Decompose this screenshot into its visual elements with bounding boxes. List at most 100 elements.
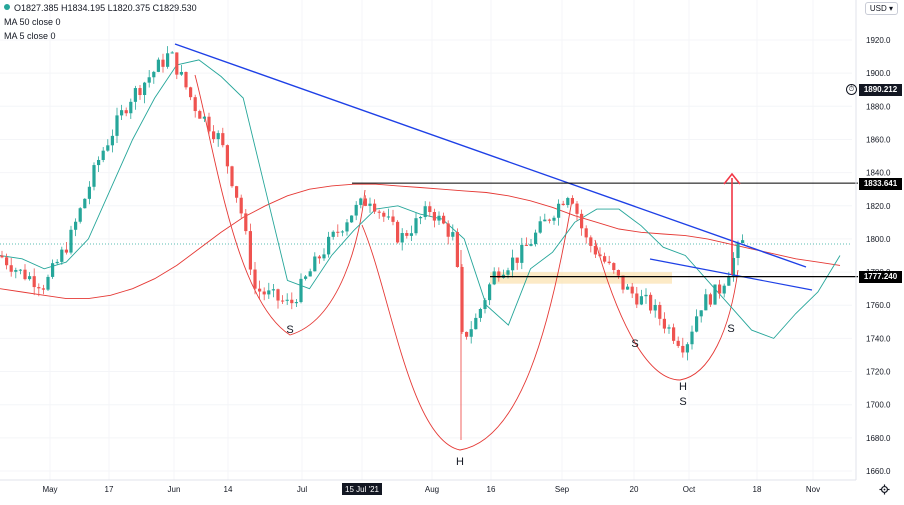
candle-body [607,261,611,264]
candle-body [363,198,367,206]
candle-body [359,198,363,205]
candle-body [589,237,593,246]
pattern-label: S [631,338,638,350]
time-tick-label: May [42,485,57,494]
pattern-label: H [456,456,464,468]
candle-body [455,232,459,267]
time-tick-label: 15 Jul '21 [345,485,380,494]
candle-body [221,133,225,146]
candle-body [161,59,165,67]
head-shoulders-curves [194,74,739,451]
candle-body [672,327,676,341]
candle-body [741,240,745,244]
main-trendline [174,43,807,268]
candle-body [276,289,280,301]
pattern-label: S [286,324,293,336]
ohlc-values: O1827.385 H1834.195 L1820.375 C1829.530 [14,3,197,13]
candle-body [478,308,482,318]
candle-body [290,299,294,304]
candle-body [37,287,41,289]
candle-body [552,217,556,221]
candles-layer [0,46,745,440]
candle-body [87,186,91,199]
candle-body [340,231,344,233]
candle-body [386,216,390,218]
candle-body [184,71,188,88]
candle-body [621,275,625,290]
candle-body [524,244,528,246]
candle-body [129,101,133,114]
hs-pattern-curve [194,74,366,336]
price-tick-label: 1840.0 [866,169,891,178]
candle-body [423,206,427,218]
candle-body [391,216,395,222]
candle-body [520,244,524,263]
candle-body [736,243,740,258]
candle-body [396,221,400,243]
currency-label: USD ▾ [869,4,893,13]
price-tick-label: 1860.0 [866,135,891,144]
candle-body [317,256,321,259]
candle-body [51,263,55,277]
candle-body [225,145,229,167]
candle-body [644,294,648,297]
price-tick-label: 1700.0 [866,401,891,410]
price-tick-label: 1800.0 [866,235,891,244]
candle-body [239,197,243,214]
candle-body [593,245,597,255]
candle-body [18,269,22,271]
candle-body [248,231,252,270]
candle-body [83,198,87,209]
candle-body [658,304,662,319]
candle-body [690,331,694,345]
candle-body [561,203,565,206]
candle-body [202,116,206,119]
candle-body [368,203,372,206]
candle-body [23,269,27,280]
ohlc-readout: O1827.385 H1834.195 L1820.375 C1829.530 [4,3,197,13]
target-arrow-head [723,172,741,185]
time-tick-label: Oct [683,485,696,494]
candle-body [207,116,211,132]
candle-body [212,131,216,140]
candle-body [92,165,96,187]
indicator-ma5-label[interactable]: MA 5 close 0 [4,31,56,41]
candle-body [258,288,262,292]
candle-body [97,159,101,166]
candle-body [14,270,18,272]
candle-body [722,285,726,294]
candle-body [322,254,326,259]
pattern-label: S [727,323,734,335]
candle-body [267,290,271,295]
candle-body [74,221,78,230]
time-tick-label: Nov [806,485,820,494]
candle-body [327,236,331,255]
candle-body [570,198,574,204]
settings-icon[interactable] [879,484,890,495]
indicator-ma50-label[interactable]: MA 50 close 0 [4,17,61,27]
candle-body [271,289,275,291]
currency-selector[interactable]: USD ▾ [864,2,898,15]
candle-body [299,278,303,303]
price-tick-label: 1900.0 [866,69,891,78]
candle-body [46,276,50,290]
highlighted-date-box [342,483,382,495]
candle-body [285,299,289,301]
candle-body [400,233,404,243]
candle-body [534,232,538,245]
candle-body [667,327,671,329]
ma50-line [0,183,841,300]
demand-zone-layer [490,272,672,284]
candle-body [616,270,620,276]
neckline-trendline [649,258,813,291]
candle-body [451,232,455,237]
candle-body [308,271,312,277]
pattern-label: H [679,381,687,393]
candle-body [5,257,9,266]
time-tick-label: Aug [425,485,439,494]
candle-body [336,231,340,233]
ma50-layer [0,183,841,300]
time-tick-label: Jul [297,485,307,494]
